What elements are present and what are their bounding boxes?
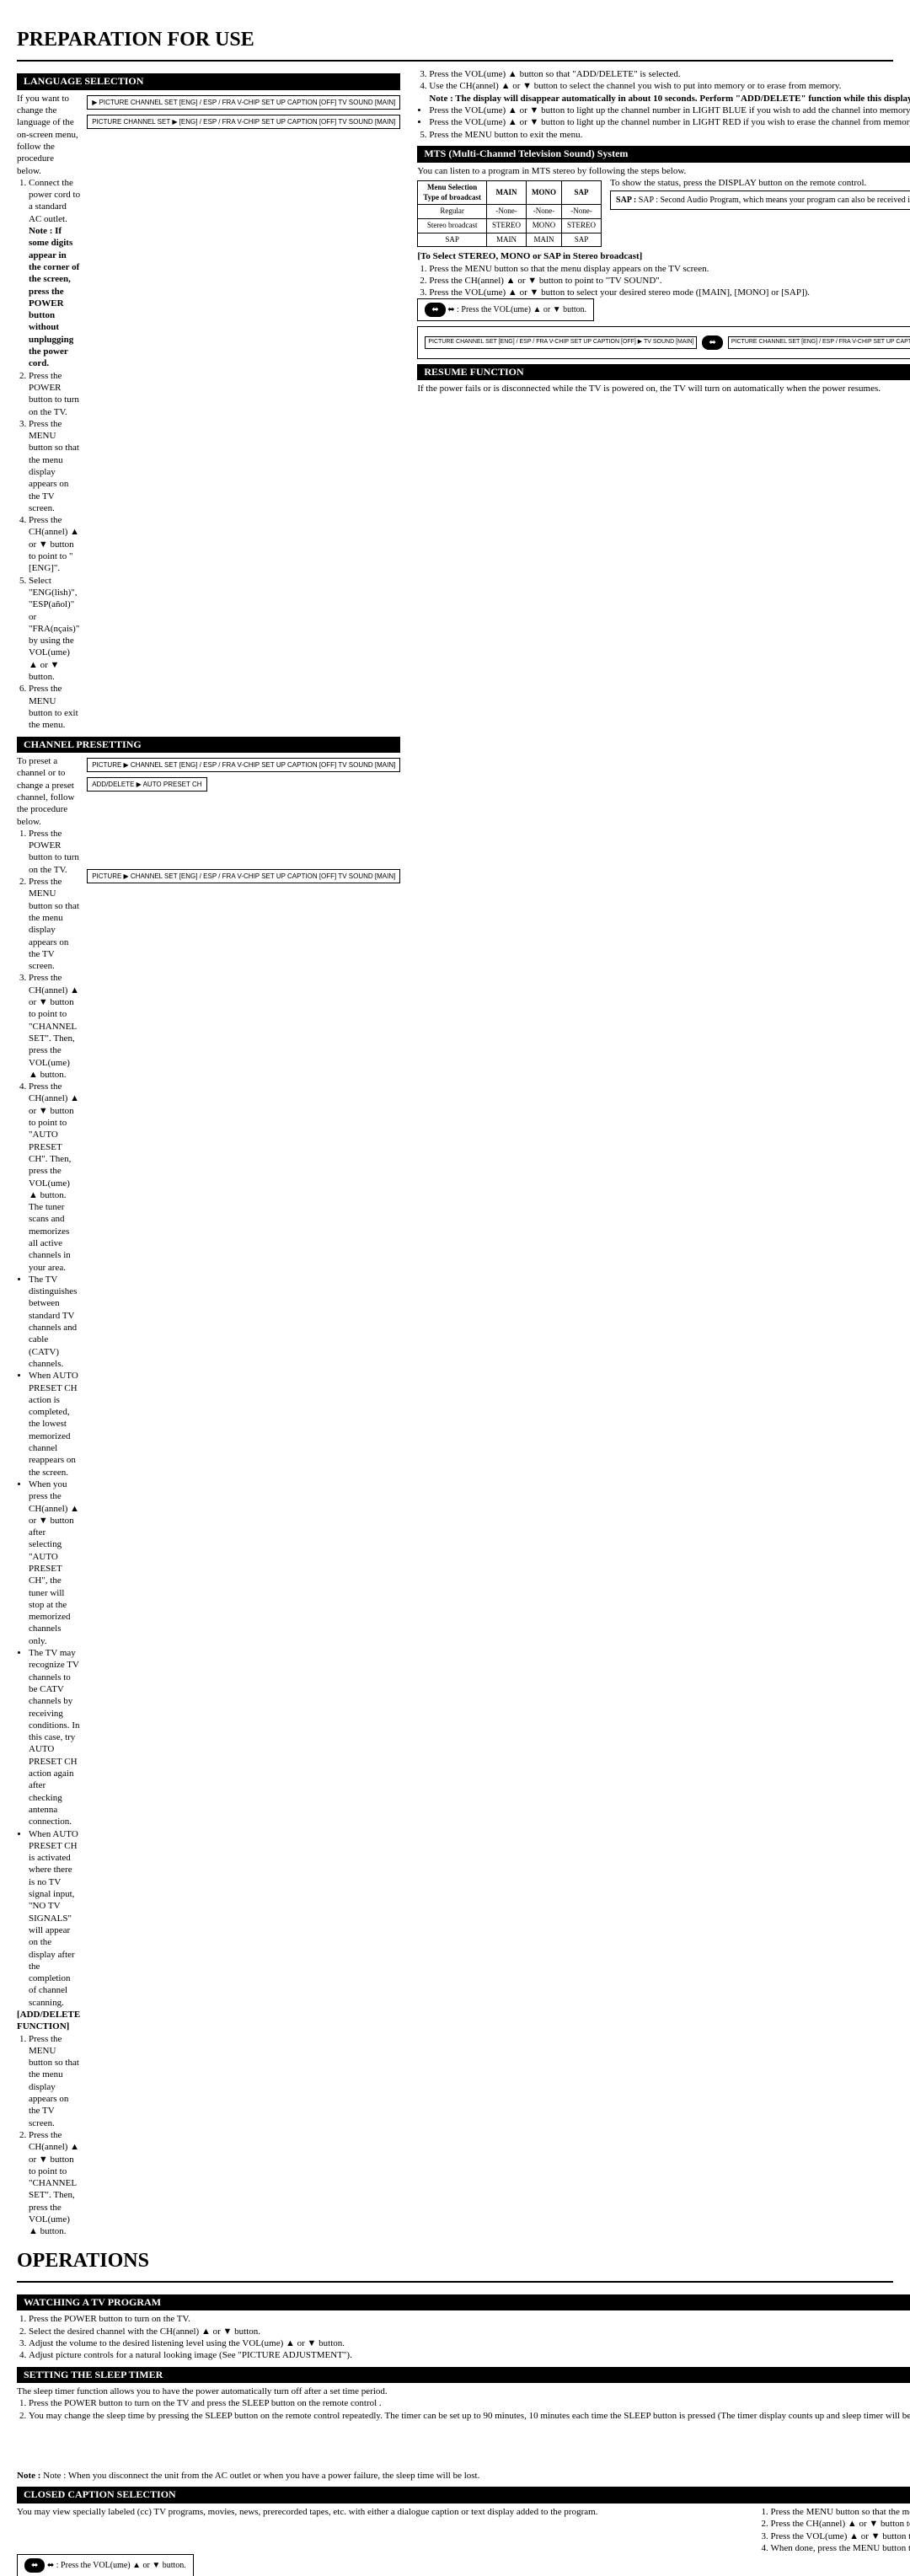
adddelete-s3: Press the VOL(ume) ▲ button so that "ADD…: [429, 68, 910, 80]
caption-s2: Press the CH(annel) ▲ or ▼ button to poi…: [771, 2518, 910, 2530]
sleep-intro: The sleep timer function allows you to h…: [17, 2385, 910, 2397]
watch-s3: Adjust the volume to the desired listeni…: [29, 2337, 910, 2349]
lang-step-1-note: Note : If some digits appear in the corn…: [29, 226, 79, 368]
caption-intro: You may view specially labeled (cc) TV p…: [17, 2506, 747, 2518]
main-title-preparation: PREPARATION FOR USE: [17, 27, 893, 53]
adddelete-s2: Press the CH(annel) ▲ or ▼ button to poi…: [29, 2129, 80, 2238]
header-language: LANGUAGE SELECTION: [17, 73, 400, 90]
main-title-operations: OPERATIONS: [17, 2248, 893, 2274]
chpreset-menu-1: PICTURE ▶ CHANNEL SET [ENG] / ESP / FRA …: [87, 758, 400, 772]
mts-nav-hint: ⬌ ⬌ : Press the VOL(ume) ▲ or ▼ button.: [417, 298, 594, 321]
mts-table: Menu SelectionType of broadcast MAIN MON…: [417, 180, 602, 247]
sleep-s2: You may change the sleep time by pressin…: [29, 2410, 910, 2422]
chpreset-intro: To preset a channel or to change a prese…: [17, 755, 80, 828]
header-sleep: SETTING THE SLEEP TIMER: [17, 2367, 910, 2384]
chpreset-b2: When AUTO PRESET CH action is completed,…: [29, 1370, 80, 1479]
mts-sel-s2: Press the CH(annel) ▲ or ▼ button to poi…: [429, 275, 910, 287]
lang-step-4: Press the CH(annel) ▲ or ▼ button to poi…: [29, 514, 80, 574]
chpreset-menu-2: ADD/DELETE ▶ AUTO PRESET CH: [87, 777, 206, 792]
adddelete-b1: Press the VOL(ume) ▲ or ▼ button to ligh…: [429, 105, 910, 116]
chpreset-b1: The TV distinguishes between standard TV…: [29, 1274, 80, 1370]
divider: [17, 2281, 893, 2283]
adddelete-s4: Use the CH(annel) ▲ or ▼ button to selec…: [429, 80, 910, 105]
adddelete-heading: [ADD/DELETE FUNCTION]: [17, 2009, 80, 2033]
mts-sel-s1: Press the MENU button so that the menu d…: [429, 263, 910, 275]
header-channel-presetting: CHANNEL PRESETTING: [17, 737, 400, 754]
adddelete-s1: Press the MENU button so that the menu d…: [29, 2033, 80, 2129]
mts-diagram-2: PICTURE CHANNEL SET [ENG] / ESP / FRA V-…: [728, 336, 910, 348]
caption-s3: Press the VOL(ume) ▲ or ▼ button to sele…: [771, 2530, 910, 2542]
adddelete-s5: Press the MENU button to exit the menu.: [429, 129, 910, 141]
caption-s1: Press the MENU button so that the menu d…: [771, 2506, 910, 2518]
mts-display-hint: To show the status, press the DISPLAY bu…: [610, 177, 910, 189]
mts-sel-s3: Press the VOL(ume) ▲ or ▼ button to sele…: [429, 287, 910, 298]
lang-step-6: Press the MENU button to exit the menu.: [29, 683, 80, 731]
chpreset-s2: Press the MENU button so that the menu d…: [29, 876, 80, 972]
lang-menu-2: PICTURE CHANNEL SET ▶ [ENG] / ESP / FRA …: [87, 115, 400, 129]
watch-s4: Adjust picture controls for a natural lo…: [29, 2349, 910, 2361]
header-resume: RESUME FUNCTION: [417, 364, 910, 381]
mts-sap-box: SAP : SAP : Second Audio Program, which …: [610, 191, 910, 210]
arrow-icon: ⬌: [702, 335, 722, 350]
mts-intro: You can listen to a program in MTS stere…: [417, 165, 910, 177]
lang-menu-1: ▶ PICTURE CHANNEL SET [ENG] / ESP / FRA …: [87, 95, 400, 110]
header-mts: MTS (Multi-Channel Television Sound) Sys…: [417, 146, 910, 163]
divider: [17, 60, 893, 62]
caption-nav-hint: ⬌ ⬌ : Press the VOL(ume) ▲ or ▼ button.: [17, 2554, 194, 2576]
lang-step-3: Press the MENU button so that the menu d…: [29, 418, 80, 514]
lang-step-1: Connect the power cord to a standard AC …: [29, 177, 80, 370]
chpreset-b5: When AUTO PRESET CH is activated where t…: [29, 1828, 80, 2009]
resume-text: If the power fails or is disconnected wh…: [417, 383, 910, 394]
double-arrow-icon: ⬌: [425, 303, 445, 317]
chpreset-s1: Press the POWER button to turn on the TV…: [29, 828, 80, 876]
sleep-s1: Press the POWER button to turn on the TV…: [29, 2397, 910, 2409]
chpreset-b4: The TV may recognize TV channels to be C…: [29, 1647, 80, 1827]
lang-step-5: Select "ENG(lish)", "ESP(añol)" or "FRA(…: [29, 575, 80, 684]
header-caption: CLOSED CAPTION SELECTION: [17, 2487, 910, 2504]
mts-diagram-1: PICTURE CHANNEL SET [ENG] / ESP / FRA V-…: [425, 336, 697, 348]
adddelete-b2: Press the VOL(ume) ▲ or ▼ button to ligh…: [429, 116, 910, 128]
lang-intro: If you want to change the language of th…: [17, 93, 80, 177]
chpreset-s3: Press the CH(annel) ▲ or ▼ button to poi…: [29, 972, 80, 1081]
sleep-note: Note : Note : When you disconnect the un…: [17, 2470, 910, 2482]
header-watching: WATCHING A TV PROGRAM: [17, 2294, 910, 2311]
watch-s1: Press the POWER button to turn on the TV…: [29, 2313, 910, 2325]
chpreset-menu-3: PICTURE ▶ CHANNEL SET [ENG] / ESP / FRA …: [87, 869, 400, 883]
caption-s4: When done, press the MENU button to exit…: [771, 2542, 910, 2554]
mts-select-heading: [To Select STEREO, MONO or SAP in Stereo…: [417, 250, 910, 262]
chpreset-s4: Press the CH(annel) ▲ or ▼ button to poi…: [29, 1081, 80, 1274]
lang-step-2: Press the POWER button to turn on the TV…: [29, 370, 80, 418]
double-arrow-icon: ⬌: [24, 2558, 45, 2573]
watch-s2: Select the desired channel with the CH(a…: [29, 2326, 910, 2337]
chpreset-b3: When you press the CH(annel) ▲ or ▼ butt…: [29, 1479, 80, 1647]
